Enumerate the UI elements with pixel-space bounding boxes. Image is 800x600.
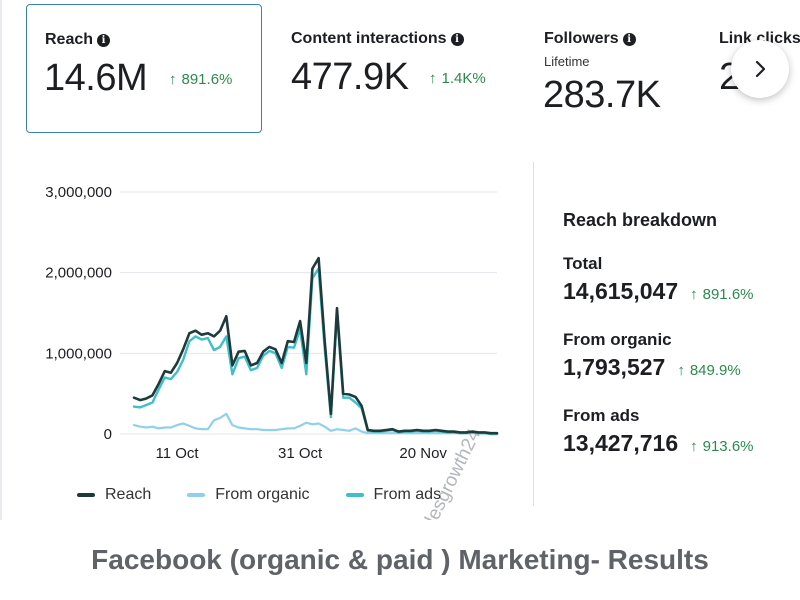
metric-cards: Reach i 14.6M ↑ 891.6% Content interactio… — [0, 0, 800, 140]
metric-value: 477.9K — [291, 56, 409, 98]
breakdown-row-total: Total 14,615,047 ↑ 891.6% — [563, 254, 800, 305]
legend-swatch-organic — [187, 493, 206, 497]
metric-title: Followers i — [544, 30, 636, 48]
series-line-reach[interactable] — [132, 256, 499, 435]
metric-title: Content interactions i — [291, 30, 464, 48]
x-tick-label: 11 Oct — [156, 445, 200, 462]
metric-change-value: 891.6% — [181, 71, 233, 88]
metric-subtitle: Lifetime — [544, 54, 590, 69]
reach-breakdown: Reach breakdown Total 14,615,047 ↑ 891.6%… — [563, 210, 800, 456]
breakdown-change: ↑ 849.9% — [677, 362, 740, 379]
breakdown-change-value: 913.6% — [702, 438, 754, 455]
metric-card-followers[interactable]: Followers i Lifetime 283.7K — [527, 4, 707, 133]
arrow-up-icon: ↑ — [429, 70, 437, 87]
metric-change-value: 1.4K% — [441, 70, 486, 87]
section-divider — [533, 162, 534, 506]
breakdown-label: From ads — [563, 406, 640, 425]
metric-change: ↑ 1.4K% — [429, 70, 486, 87]
arrow-up-icon: ↑ — [690, 438, 698, 455]
breakdown-title: Reach breakdown — [563, 210, 718, 230]
page-caption: Facebook (organic & paid ) Marketing- Re… — [91, 544, 709, 575]
y-tick-label: 2,000,000 — [45, 265, 112, 282]
series-line-organic[interactable] — [132, 412, 499, 435]
y-tick-label: 3,000,000 — [45, 184, 112, 201]
breakdown-change-value: 891.6% — [702, 286, 754, 303]
arrow-up-icon: ↑ — [677, 362, 685, 379]
breakdown-row-organic: From organic 1,793,527 ↑ 849.9% — [563, 330, 800, 381]
breakdown-change-value: 849.9% — [689, 362, 741, 379]
series-line-ads[interactable] — [132, 267, 499, 436]
legend-label: Reach — [105, 486, 152, 503]
next-metrics-button[interactable] — [731, 40, 789, 98]
breakdown-row-ads: From ads 13,427,716 ↑ 913.6% — [563, 406, 800, 457]
breakdown-value: 1,793,527 — [563, 354, 666, 380]
metric-title-label: Followers — [544, 30, 619, 47]
breakdown-change: ↑ 891.6% — [690, 286, 753, 303]
arrow-up-icon: ↑ — [690, 286, 698, 303]
info-icon[interactable]: i — [622, 32, 636, 46]
legend-item-organic[interactable]: From organic — [187, 486, 310, 504]
legend-item-reach[interactable]: Reach — [77, 486, 151, 504]
breakdown-value: 13,427,716 — [563, 430, 679, 456]
metric-card-content-interactions[interactable]: Content interactions i 477.9K ↑ 1.4K% — [274, 4, 514, 133]
breakdown-value: 14,615,047 — [563, 278, 679, 304]
x-tick-label: 31 Oct — [278, 445, 323, 462]
metric-title-label: Content interactions — [291, 30, 447, 47]
metric-card-link-clicks[interactable]: Link clicks 2 — [702, 4, 800, 133]
metric-value: 14.6M — [44, 57, 148, 99]
legend-label: From organic — [215, 486, 310, 503]
reach-line-chart: 0 1,000,000 2,000,000 3,000,000 11 Oct 31 Oc… — [45, 184, 499, 545]
metric-title: Link clicks — [719, 30, 800, 47]
x-tick-label: 20 Nov — [399, 445, 447, 462]
breakdown-change: ↑ 913.6% — [690, 438, 753, 455]
breakdown-label: Total — [563, 254, 603, 273]
reach-chart: 0 1,000,000 2,000,000 3,000,000 11 Oct 31 Oc… — [0, 160, 530, 545]
chevron-right-icon — [755, 60, 766, 78]
y-tick-label: 1,000,000 — [45, 345, 112, 362]
metric-title: Reach i — [45, 31, 111, 49]
info-icon[interactable]: i — [450, 32, 464, 46]
legend-label: From ads — [373, 486, 442, 503]
legend-swatch-reach — [77, 493, 95, 497]
info-icon[interactable]: i — [97, 33, 111, 47]
metric-title-label: Reach — [45, 31, 94, 48]
watermark: salesgrowth24 — [413, 425, 486, 520]
metric-value: 283.7K — [543, 74, 661, 116]
breakdown-label: From organic — [563, 330, 672, 349]
arrow-up-icon: ↑ — [169, 71, 177, 88]
metric-card-reach[interactable]: Reach i 14.6M ↑ 891.6% — [26, 4, 262, 133]
legend-item-ads[interactable]: From ads — [345, 486, 442, 504]
y-tick-label: 0 — [104, 426, 112, 443]
chart-legend: Reach From organic From ads — [77, 486, 441, 504]
legend-swatch-ads — [345, 493, 364, 497]
metric-change: ↑ 891.6% — [169, 71, 232, 88]
left-border — [0, 0, 2, 520]
